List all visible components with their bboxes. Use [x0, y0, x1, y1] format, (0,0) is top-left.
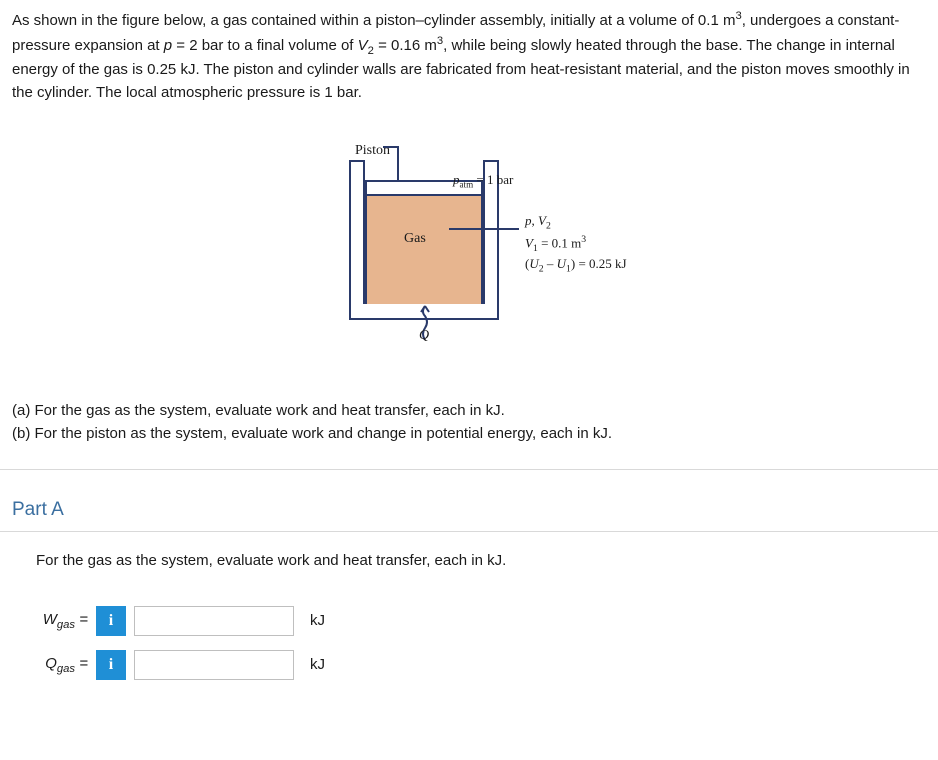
gas-region [365, 196, 483, 306]
problem-statement: As shown in the figure below, a gas cont… [0, 0, 938, 110]
answer-row-qgas: Qgas = i kJ [36, 650, 926, 680]
info-icon[interactable]: i [96, 650, 126, 680]
problem-text: As shown in the figure below, a gas cont… [12, 12, 910, 101]
info-icon-glyph: i [109, 656, 113, 674]
w-gas-input[interactable] [134, 606, 294, 636]
cylinder-wall-left [349, 160, 365, 320]
info-icon[interactable]: i [96, 606, 126, 636]
piston-label: Piston [355, 140, 390, 161]
state-callout: p, V2V1 = 0.1 m3(U2 – U1) = 0.25 kJ [525, 212, 627, 276]
gas-label: Gas [404, 228, 426, 249]
callout-leader-line [449, 228, 519, 230]
part-a-prompt: For the gas as the system, evaluate work… [0, 532, 938, 587]
question-a: (a) For the gas as the system, evaluate … [12, 400, 926, 423]
w-gas-unit: kJ [310, 610, 325, 633]
piston-cylinder-figure: Piston patm = 1 bar Gas Q p, V2V1 = 0.1 … [269, 140, 669, 370]
info-icon-glyph: i [109, 612, 113, 630]
q-gas-label: Qgas = [36, 653, 88, 678]
answer-row-wgas: Wgas = i kJ [36, 606, 926, 636]
answer-rows: Wgas = i kJ Qgas = i kJ [0, 586, 938, 712]
q-gas-unit: kJ [310, 654, 325, 677]
w-gas-label: Wgas = [36, 609, 88, 634]
q-gas-input[interactable] [134, 650, 294, 680]
question-b: (b) For the piston as the system, evalua… [12, 423, 926, 446]
figure-container: Piston patm = 1 bar Gas Q p, V2V1 = 0.1 … [0, 110, 938, 390]
part-a-heading: Part A [0, 470, 938, 531]
patm-label: patm = 1 bar [453, 170, 513, 192]
question-list: (a) For the gas as the system, evaluate … [0, 390, 938, 469]
heat-label: Q [419, 325, 429, 346]
